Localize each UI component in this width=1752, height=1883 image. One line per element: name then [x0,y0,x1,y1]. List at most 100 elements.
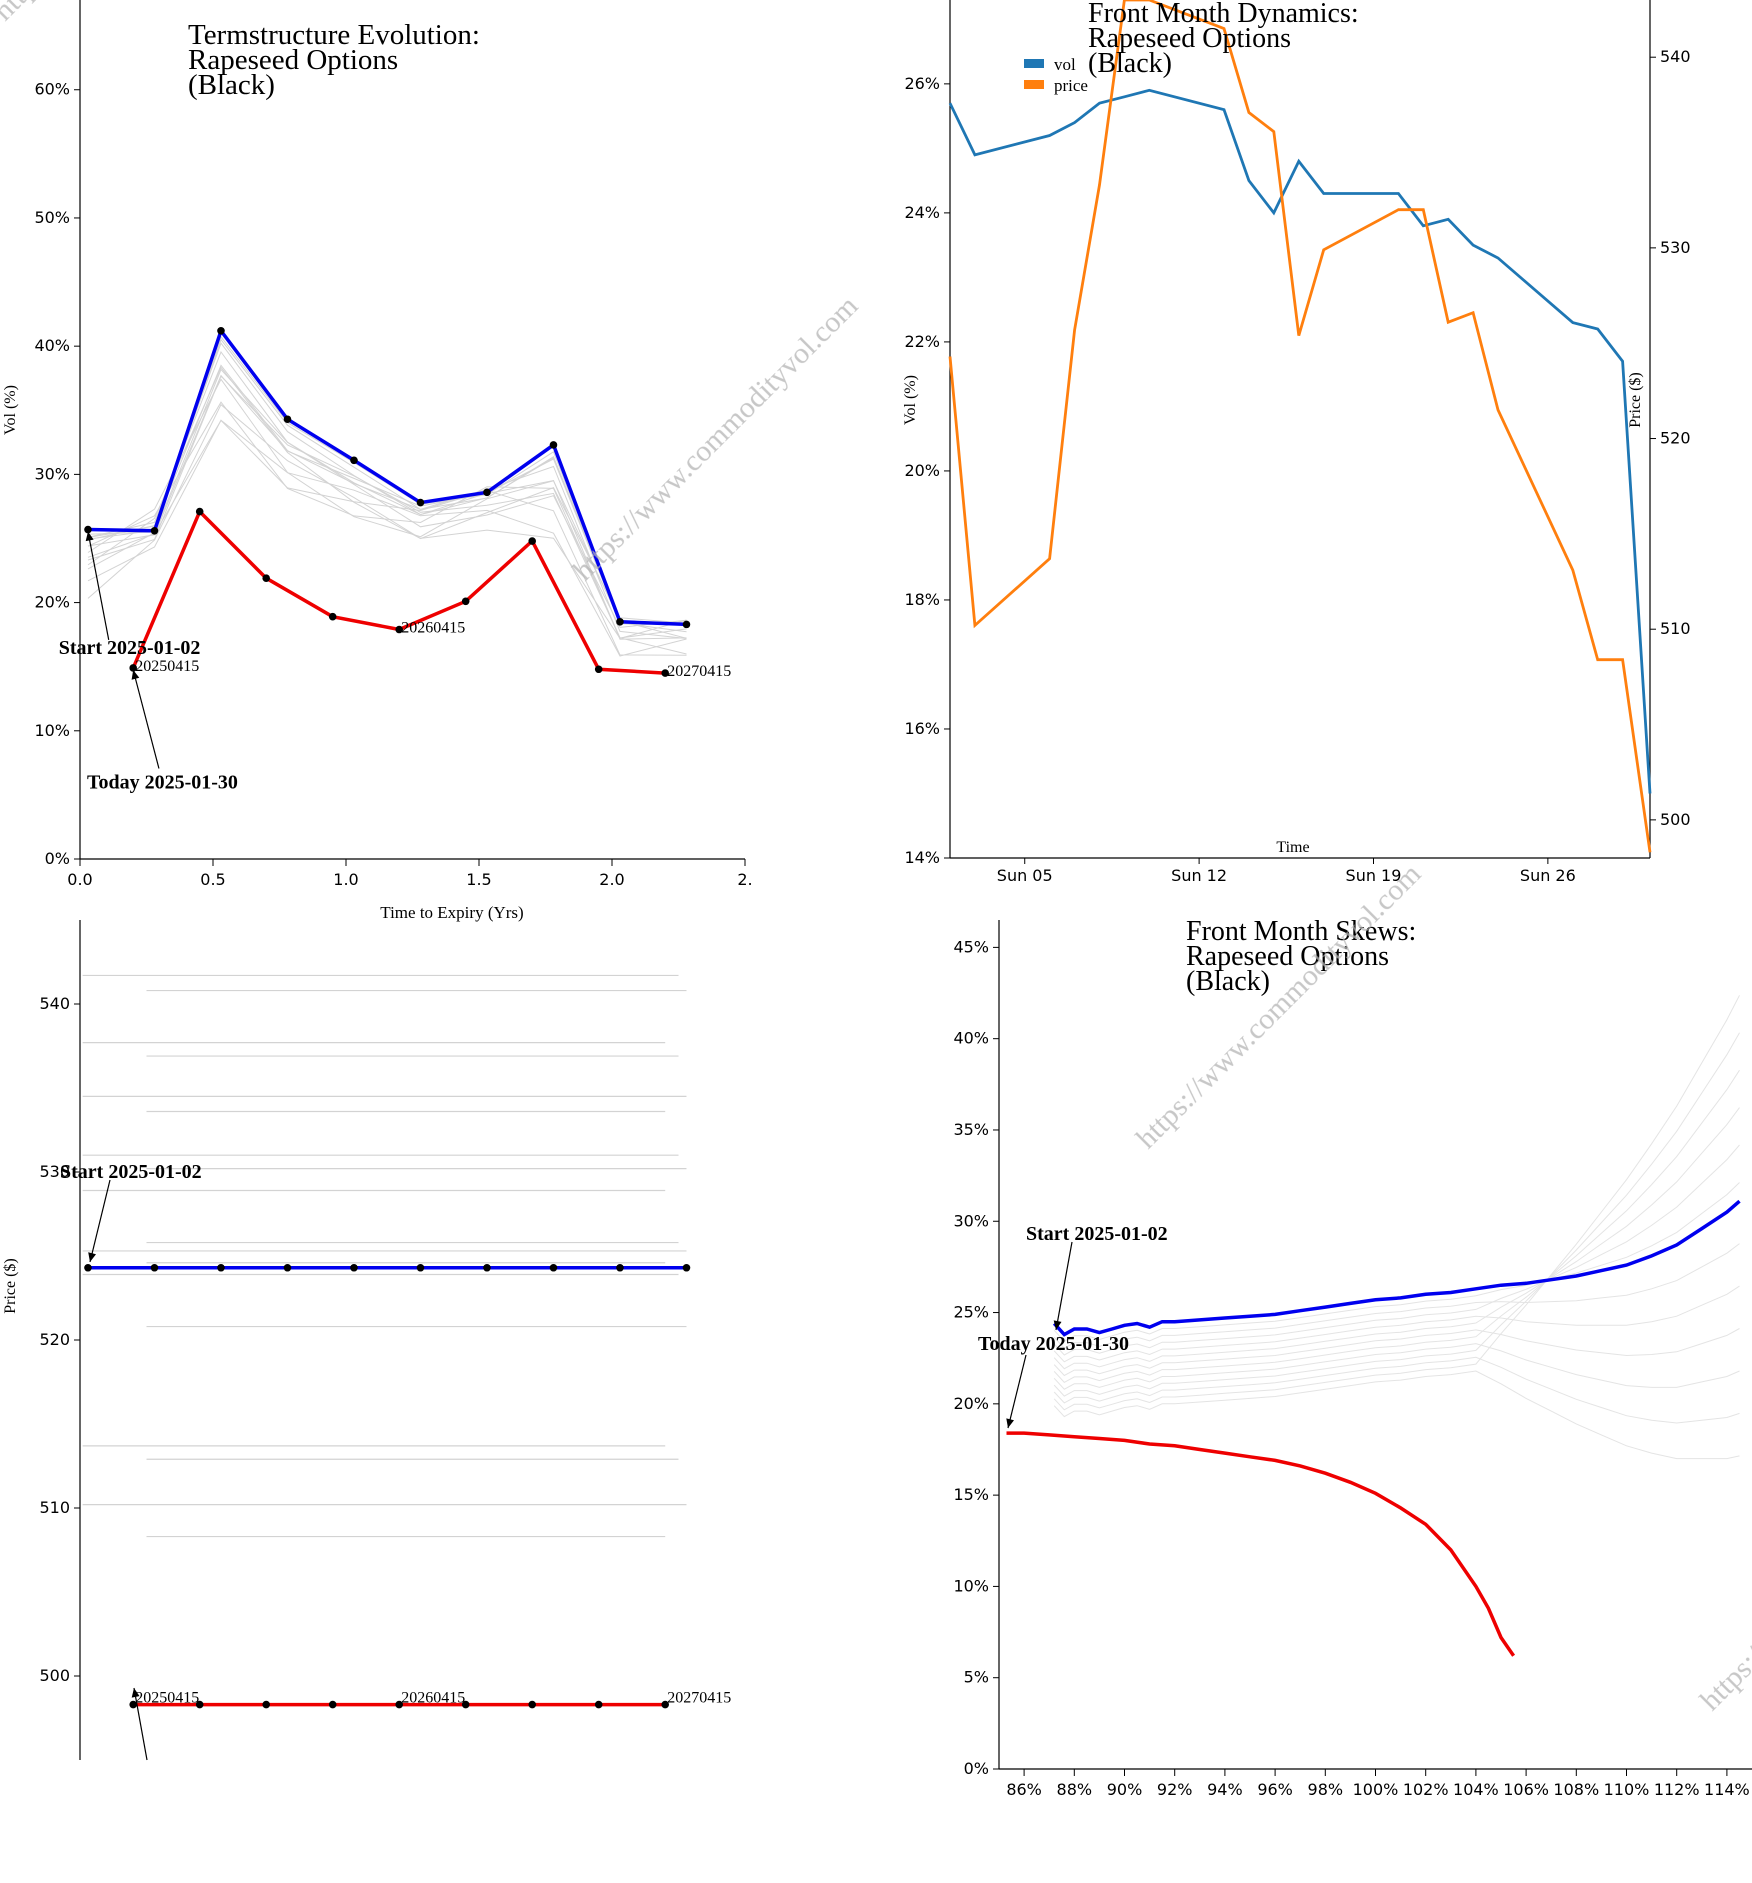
y-tick-label: 500 [39,1666,70,1685]
annotation-arrow [1007,1354,1027,1429]
x-tick-label: 96% [1257,1780,1293,1799]
history-line [1053,1032,1740,1397]
y-tick-label: 14% [904,848,940,867]
data-point [262,1700,271,1709]
termstructure-history-lines [87,335,687,657]
data-point [661,1700,669,1709]
x-tick-label: 2. [737,870,752,889]
data-point [549,441,558,449]
y-tick-label: 24% [904,203,940,222]
data-point [283,415,292,424]
contract-label: 20260415 [401,1690,465,1707]
y-tick-label: 30% [34,464,70,483]
history-line [87,374,687,640]
y-tick-label: 10% [34,721,70,740]
x-tick-label: 100% [1353,1780,1399,1799]
price-line [948,0,1652,853]
x-tick-label: Sun 12 [1171,866,1227,885]
data-point [661,669,669,677]
annotation-arrow-head [131,1688,140,1698]
x-tick-label: 86% [1006,1780,1042,1799]
annotation-arrow [87,531,110,640]
y-tick-label: 20% [953,1394,989,1413]
data-point [350,456,358,465]
watermark-4: https://www.commodityvol.com [1694,1419,1752,1717]
data-point [195,1700,204,1709]
x-tick-label: 92% [1157,1780,1193,1799]
data-point [150,1263,159,1272]
y-tick-label: 18% [904,590,940,609]
x-tick-label: 0.5 [200,870,225,889]
x-tick-label: 104% [1453,1780,1499,1799]
y-tick-label: 10% [953,1576,989,1595]
history-line [87,350,687,633]
history-line [87,378,687,639]
history-line [1053,1328,1740,1377]
watermark-2: https://www.commodityvol.com [1130,857,1428,1155]
contract-label: 20250415 [135,1690,199,1707]
annotation-arrow-head [1053,1320,1062,1330]
x-tick-label: 0.0 [67,870,92,889]
series-line-start [87,327,687,627]
history-line [87,375,687,639]
price-term-history-lines [82,974,687,1538]
history-line [1053,1285,1740,1363]
legend-price-swatch [1024,80,1044,89]
skews-title: Front Month Skews: [1186,916,1416,947]
y-tick-label: 25% [953,1303,989,1322]
termstructure-y-label: Vol (%) [2,385,19,435]
x-tick-label: 110% [1604,1780,1650,1799]
data-point [416,498,425,507]
y-tick-label: 20% [904,461,940,480]
legend-vol-swatch [1024,59,1044,68]
termstructure-title: Termstructure Evolution: [188,19,480,51]
x-tick-label: 88% [1057,1780,1093,1799]
termstructure-x-label: Time to Expiry (Yrs) [380,903,523,922]
y2-tick-label: 500 [1660,810,1691,829]
dynamics-title: Front Month Dynamics: [1088,0,1359,29]
data-point [461,1700,470,1709]
skews-chart: 0% 5% 10% 15% 20% 25% 30% 35% 40% 45% 86% 88% 90% 92%… [953,916,1752,1799]
data-point [528,1700,536,1709]
history-line [1053,1107,1740,1370]
y2-tick-label: 510 [1660,619,1691,638]
annotation-arrow-head [131,669,140,680]
y-tick-label: 35% [953,1120,989,1139]
annotation-label: Start 2025-01-02 [60,1161,202,1183]
y2-tick-label: 520 [1660,429,1691,448]
watermark-1: https://www.commodityvol.com [567,289,865,587]
history-line [1053,1356,1740,1424]
history-line [87,403,687,639]
data-point [129,1700,137,1709]
annotation-arrow [133,1687,148,1761]
annotation-label: Start 2025-01-02 [1026,1223,1168,1245]
dynamics-chart: 14% 16% 18% 20% 22% 24% 26% 500 510 520 530 540 Sun … [902,0,1691,885]
data-point [528,537,536,545]
data-point [483,488,491,497]
series-line-start [1052,1199,1741,1337]
y-tick-label: 26% [904,74,940,93]
data-point [616,618,624,626]
data-point [217,1263,225,1272]
y2-tick-label: 540 [1660,47,1691,66]
annotation-arrow-head [85,531,94,542]
data-point [416,1263,425,1272]
y-tick-label: 22% [904,332,940,351]
y-tick-label: 16% [904,719,940,738]
annotation-label: Today 2025-01-30 [978,1333,1129,1355]
data-point [594,665,603,674]
x-tick-label: 90% [1107,1780,1143,1799]
termstructure-chart: 0% 10% 20% 30% 40% 50% 60% 0.0 0.5 1.0 1.5 2.0 2. 202… [2,0,753,922]
skews-history-lines [1053,995,1740,1460]
price-term-chart: 500 510 520 530 540 20250415 20260415 20270415 S… [2,920,731,1761]
data-point [150,526,159,535]
x-tick-label: 102% [1403,1780,1449,1799]
x-tick-label: 1.0 [333,870,358,889]
data-point [328,612,337,621]
history-line [87,366,687,624]
history-line [87,419,687,657]
annotation-label: Start 2025-01-02 [59,637,201,659]
history-line [87,419,687,656]
history-line [87,364,687,639]
y-tick-label: 540 [39,994,70,1013]
